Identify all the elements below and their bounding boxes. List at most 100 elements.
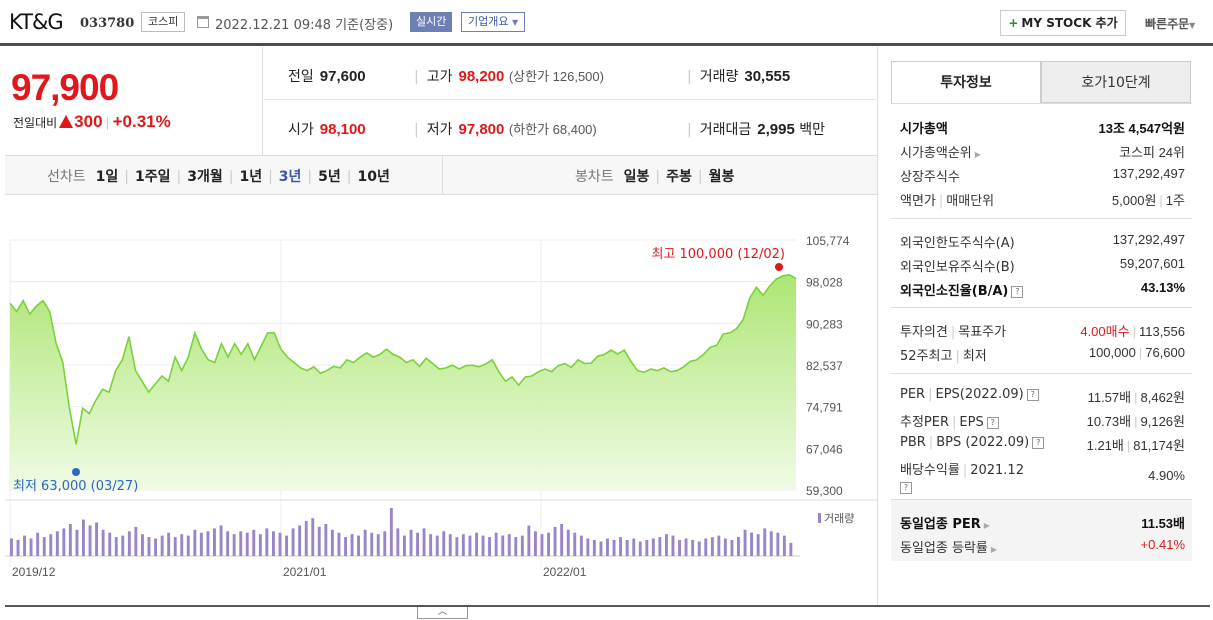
chevron-right-icon: ▶ [990, 545, 998, 554]
w52-row: 52주최고 | 최저 100,000 | 76,600 [900, 345, 1185, 364]
volume-bar [514, 537, 518, 556]
volume-bar [330, 529, 334, 556]
volume-bar [448, 534, 452, 556]
volume-bar [199, 532, 203, 556]
volume-bar [697, 541, 701, 556]
volume-bar [357, 535, 360, 556]
volume-bar [475, 532, 478, 556]
volume-bar [232, 534, 236, 556]
y-tick-label: 90,283 [806, 317, 843, 331]
volume-bar [723, 538, 727, 556]
add-mystock-button[interactable]: + MY STOCK 추가 [1000, 10, 1126, 36]
plus-icon: + [1008, 16, 1019, 30]
volume-bar [285, 535, 288, 556]
help-icon[interactable]: ? [900, 482, 912, 494]
volume-bar [36, 532, 40, 556]
volume-bar [442, 531, 446, 556]
volume-bar [272, 531, 275, 556]
volume-bar [114, 537, 118, 556]
realtime-badge[interactable]: 실시간 [410, 12, 453, 32]
volume-bar [645, 540, 649, 556]
stock-header: KT&G 033780 코스피 2022.12.21 09:48 기준(장중) … [0, 0, 1213, 46]
volume-bar [553, 526, 557, 556]
tab-3m[interactable]: 3개월 [187, 169, 223, 185]
help-icon[interactable]: ? [1011, 286, 1024, 298]
tab-monthly-candle[interactable]: 월봉 [708, 169, 735, 185]
volume-bar [756, 534, 760, 556]
x-tick-label: 2022/01 [543, 565, 587, 579]
volume-bar [127, 531, 131, 556]
volume-bar [298, 525, 302, 556]
volume-bar [547, 532, 550, 556]
help-icon[interactable]: ? [986, 417, 999, 429]
volume-bar [265, 528, 269, 556]
collapse-chart-button[interactable]: ︿ [417, 607, 468, 619]
tab-order-book[interactable]: 호가10단계 [1041, 61, 1191, 103]
foreign-section: 외국인한도주식수(A) 137,292,497 외국인보유주식수(B) 59,207… [891, 218, 1192, 301]
help-icon[interactable]: ? [1032, 437, 1045, 449]
pbr-row: PBR | BPS (2022.09)? 1.21배 | 81,174원 [900, 435, 1185, 453]
stat-open: 시가 98,100 [288, 121, 366, 138]
y-tick-label: 74,791 [806, 401, 843, 415]
tab-1d[interactable]: 1일 [95, 169, 119, 185]
industry-rate-row[interactable]: 동일업종 등락률 ▶ +0.41% [900, 537, 1185, 556]
price-change-row: 전일대비 300 | +0.31% [13, 112, 171, 131]
volume-bar [612, 540, 616, 556]
tab-10y[interactable]: 10년 [357, 169, 390, 185]
volume-bar [147, 537, 151, 556]
volume-bar [586, 538, 590, 556]
volume-bar [95, 522, 98, 556]
volume-bar [606, 538, 609, 556]
tab-weekly-candle[interactable]: 주봉 [666, 169, 692, 185]
volume-bar [173, 537, 177, 556]
x-tick-label: 2019/12 [12, 565, 56, 579]
volume-bar [632, 538, 636, 556]
tab-5y[interactable]: 5년 [318, 169, 341, 185]
company-overview-dropdown[interactable]: 기업개요 ▼ [461, 12, 526, 32]
quick-order-dropdown[interactable]: 빠른주문▼ [1145, 15, 1195, 32]
chevron-right-icon: ▶ [983, 521, 990, 530]
volume-bar [704, 538, 708, 556]
y-tick-label: 105,774 [806, 234, 850, 248]
volume-bar [88, 525, 92, 556]
volume-bar [363, 529, 367, 556]
volume-bar [481, 535, 485, 556]
volume-bar [167, 532, 171, 556]
volume-bar [344, 537, 347, 556]
volume-bar [691, 540, 695, 556]
tab-1y[interactable]: 1년 [239, 169, 263, 185]
help-icon[interactable]: ? [1026, 389, 1039, 401]
volume-bar [750, 532, 753, 556]
stats-divider [264, 99, 876, 100]
volume-bar [409, 529, 413, 556]
volume-legend-label: 거래량 [824, 512, 854, 525]
candle-chart-periods: 봉차트 일봉 | 주봉 | 월봉 [575, 169, 735, 185]
change-percent: +0.31% [112, 112, 171, 131]
volume-bar [206, 531, 210, 556]
volume-bar [494, 532, 498, 556]
opinion-row: 투자의견 | 목표주가 4.00매수 | 113,556 [900, 324, 1185, 340]
market-cap-section: 시가총액 13조 4,547억원 시가총액순위 ▶ 코스피 24위 상장주식수 137,… [891, 103, 1192, 211]
volume-bar [376, 534, 380, 556]
volume-bar [258, 534, 262, 556]
volume-bar [638, 541, 642, 556]
foreign-limit-row: 외국인한도주식수(A) 137,292,497 [900, 232, 1185, 251]
info-tabs: 투자정보 호가10단계 [891, 61, 1192, 103]
price-chart[interactable]: 105,774 98,028 90,283 82,537 74,791 67,046 59,… [0, 195, 878, 605]
valuation-section: PER | EPS(2022.09)? 11.57배 | 8,462원 추정PER | EPS… [891, 373, 1192, 499]
volume-bar [213, 528, 216, 556]
par-row: 액면가 | 매매단위 5,000원 | 1주 [900, 193, 1185, 209]
tab-3y[interactable]: 3년 [278, 169, 302, 185]
volume-bar [507, 534, 511, 556]
volume-bar [468, 535, 472, 556]
tab-1w[interactable]: 1주일 [134, 169, 171, 185]
high-point-marker [775, 263, 783, 271]
add-mystock-label: MY STOCK 추가 [1021, 16, 1118, 30]
tab-daily-candle[interactable]: 일봉 [623, 169, 650, 185]
industry-per-row[interactable]: 동일업종 PER ▶ 11.53배 [900, 516, 1185, 532]
tab-invest-info[interactable]: 투자정보 [891, 61, 1041, 103]
cap-rank-row[interactable]: 시가총액순위 ▶ 코스피 24위 [900, 145, 1185, 161]
volume-bar [180, 534, 184, 556]
stat-trade-value: | 거래대금 2,995 백만 [687, 121, 826, 138]
stock-code: 033780 [80, 16, 135, 31]
